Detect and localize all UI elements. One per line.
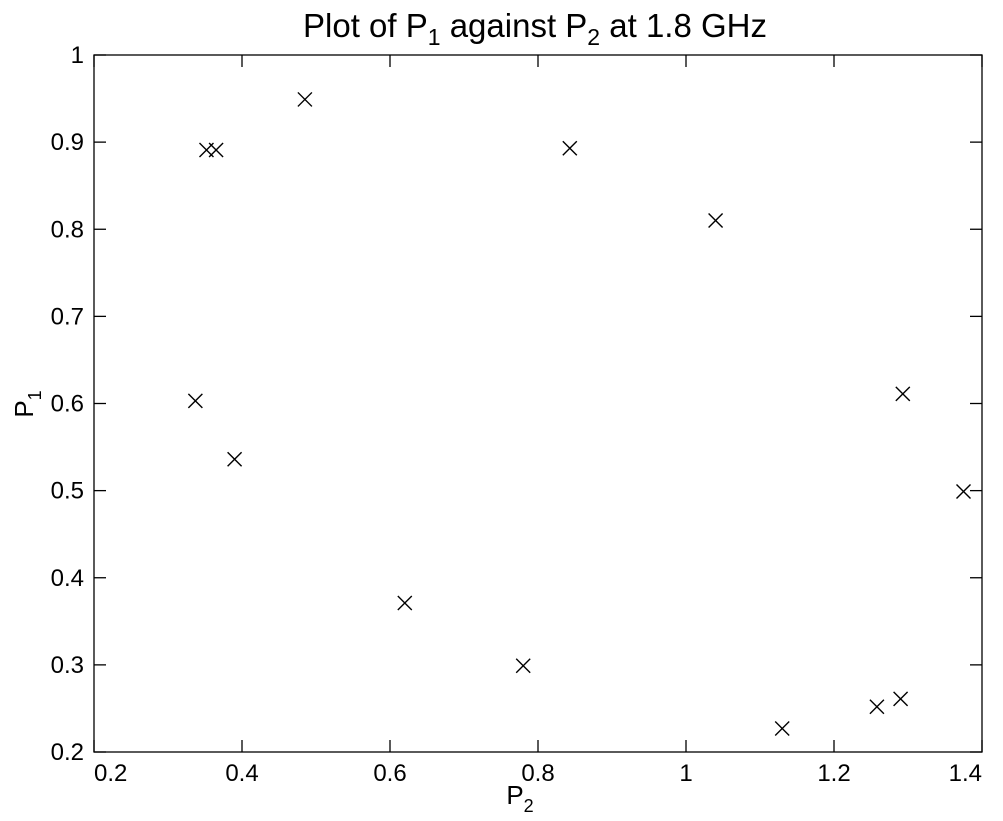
data-point — [397, 595, 413, 611]
x-tick-label: 1.2 — [817, 760, 850, 787]
y-axis-tick-labels: 0.2 0.3 0.4 0.5 0.6 0.7 0.8 0.9 1 — [51, 42, 84, 766]
chart-title: Plot of P1 against P2 at 1.8 GHz — [303, 7, 767, 50]
data-point — [708, 213, 724, 229]
data-point — [869, 699, 885, 715]
data-point — [895, 386, 911, 402]
x-tick-label: 0.8 — [521, 760, 554, 787]
y-tick-label: 0.7 — [51, 303, 84, 330]
y-tick-label: 0.6 — [51, 391, 84, 418]
data-point — [515, 658, 531, 674]
y-axis-label: P1 — [9, 390, 45, 417]
x-tick-label: 0.4 — [225, 760, 258, 787]
y-axis-ticks — [94, 54, 982, 753]
y-tick-label: 0.2 — [51, 739, 84, 766]
x-tick-label: 0.6 — [373, 760, 406, 787]
x-axis-tick-labels: 0.2 0.4 0.6 0.8 1 1.2 1.4 — [94, 760, 982, 787]
data-point — [774, 720, 790, 736]
y-tick-label: 0.9 — [51, 129, 84, 156]
y-tick-label: 0.5 — [51, 478, 84, 505]
x-tick-label: 1.4 — [949, 760, 982, 787]
y-tick-label: 0.8 — [51, 216, 84, 243]
x-tick-label: 0.2 — [94, 760, 127, 787]
x-axis-label: P2 — [506, 780, 533, 816]
plot-frame — [93, 54, 983, 753]
data-point — [562, 140, 578, 156]
data-point — [208, 142, 224, 158]
x-axis-ticks — [93, 55, 983, 752]
x-tick-label: 1 — [679, 760, 692, 787]
y-tick-label: 1 — [71, 42, 84, 69]
data-point — [956, 484, 971, 499]
data-point — [227, 451, 243, 467]
data-point — [297, 91, 313, 107]
data-points — [187, 91, 971, 736]
data-point — [187, 393, 203, 409]
data-point — [893, 691, 909, 707]
y-tick-label: 0.4 — [51, 565, 84, 592]
y-tick-label: 0.3 — [51, 652, 84, 679]
